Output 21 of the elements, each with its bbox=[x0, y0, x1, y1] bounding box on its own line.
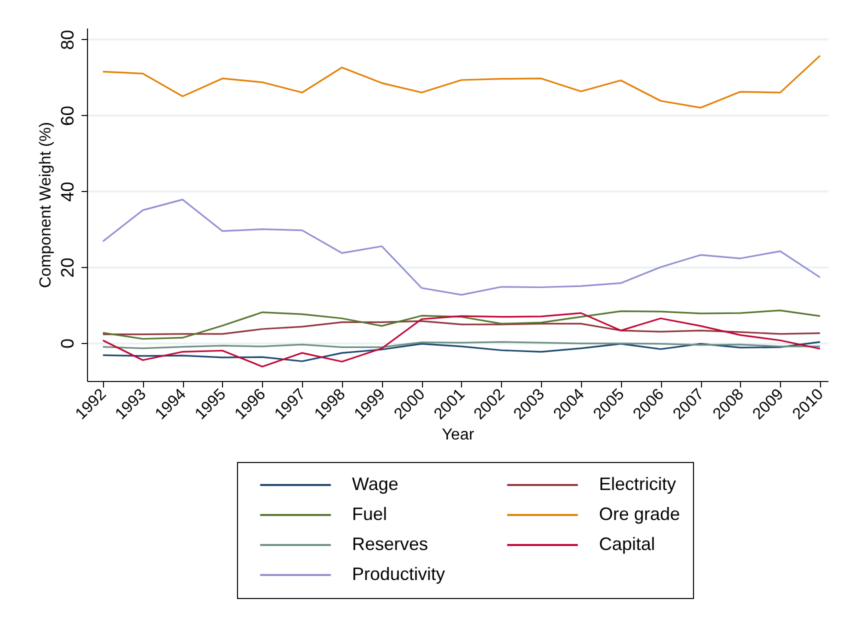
line-series bbox=[102, 54, 821, 109]
line-series bbox=[102, 312, 821, 368]
y-tick-label: 0 bbox=[58, 338, 78, 349]
y-tick-label: 40 bbox=[58, 182, 78, 202]
legend-label: Wage bbox=[352, 474, 398, 494]
legend-label: Ore grade bbox=[599, 504, 680, 524]
legend-label: Reserves bbox=[352, 534, 428, 554]
y-tick-label: 80 bbox=[58, 30, 78, 50]
y-tick-label: 60 bbox=[58, 106, 78, 126]
x-axis-title: Year bbox=[442, 426, 475, 444]
line-series bbox=[102, 320, 821, 336]
legend-label: Electricity bbox=[599, 474, 676, 494]
y-tick-label: 20 bbox=[58, 258, 78, 278]
line-series bbox=[102, 341, 821, 362]
legend-label: Capital bbox=[599, 534, 656, 554]
line-series bbox=[102, 198, 821, 296]
line-series bbox=[102, 341, 821, 350]
legend-label: Productivity bbox=[352, 564, 446, 584]
legend-label: Fuel bbox=[352, 504, 388, 524]
y-axis-title: Component Weight (%) bbox=[38, 122, 54, 288]
line-series bbox=[102, 310, 821, 340]
